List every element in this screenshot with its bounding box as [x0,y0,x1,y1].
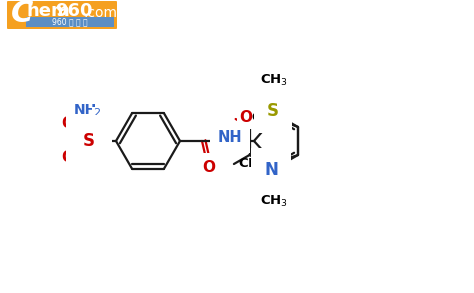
FancyBboxPatch shape [7,1,117,29]
Text: .com: .com [84,6,118,20]
Text: S: S [83,132,95,150]
Text: CH$_3$: CH$_3$ [260,194,288,209]
Bar [26,17,114,27]
Text: O: O [202,161,216,176]
Text: O: O [240,110,253,125]
Text: C: C [11,0,33,28]
Text: 2: 2 [93,108,100,118]
Text: S: S [267,102,279,120]
Text: CH$_3$: CH$_3$ [238,156,266,171]
Text: hem: hem [27,2,71,20]
Text: N: N [264,161,278,179]
Text: CH$_3$: CH$_3$ [260,73,288,88]
Text: 960 化 工 网: 960 化 工 网 [52,18,88,26]
Text: CH$_3$: CH$_3$ [251,110,279,125]
Text: NH: NH [218,130,242,146]
Text: NH: NH [73,103,97,117]
Text: 960: 960 [55,2,92,20]
Text: O: O [62,151,74,166]
Text: O: O [62,117,74,132]
